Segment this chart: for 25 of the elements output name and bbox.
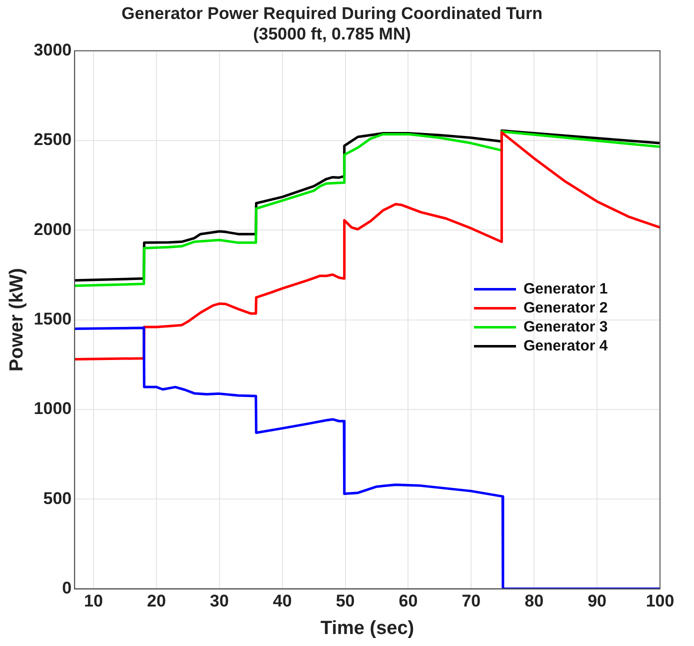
legend-label: Generator 2 xyxy=(524,299,608,316)
y-tick-label: 3000 xyxy=(34,40,72,60)
y-tick-label: 2000 xyxy=(34,220,72,239)
x-tick-label: 60 xyxy=(398,592,418,611)
x-tick-label: 70 xyxy=(462,592,481,611)
y-tick-label: 1000 xyxy=(34,399,72,418)
legend-label: Generator 1 xyxy=(524,280,608,298)
x-tick-label: 100 xyxy=(646,592,674,611)
x-axis-title: Time (sec) xyxy=(320,618,414,639)
y-tick-label: 0 xyxy=(62,578,72,598)
x-tick-label: 20 xyxy=(146,592,166,611)
y-axis-title: Power (kW) xyxy=(6,268,28,372)
x-tick-label: 80 xyxy=(524,592,544,611)
y-tick-label: 500 xyxy=(43,488,72,508)
y-tick-label: 2500 xyxy=(34,130,72,150)
legend-label: Generator 4 xyxy=(524,337,608,354)
y-tick-label: 1500 xyxy=(34,309,72,328)
x-tick-label: 50 xyxy=(336,592,355,611)
chart-title: Generator Power Required During Coordinated Turn xyxy=(122,4,542,23)
legend-label: Generator 3 xyxy=(524,318,608,336)
x-tick-label: 30 xyxy=(210,592,229,611)
x-tick-label: 90 xyxy=(588,592,607,611)
chart-subtitle: (35000 ft, 0.785 MN) xyxy=(253,24,411,44)
x-tick-label: 10 xyxy=(84,592,103,611)
x-tick-label: 40 xyxy=(272,592,292,611)
